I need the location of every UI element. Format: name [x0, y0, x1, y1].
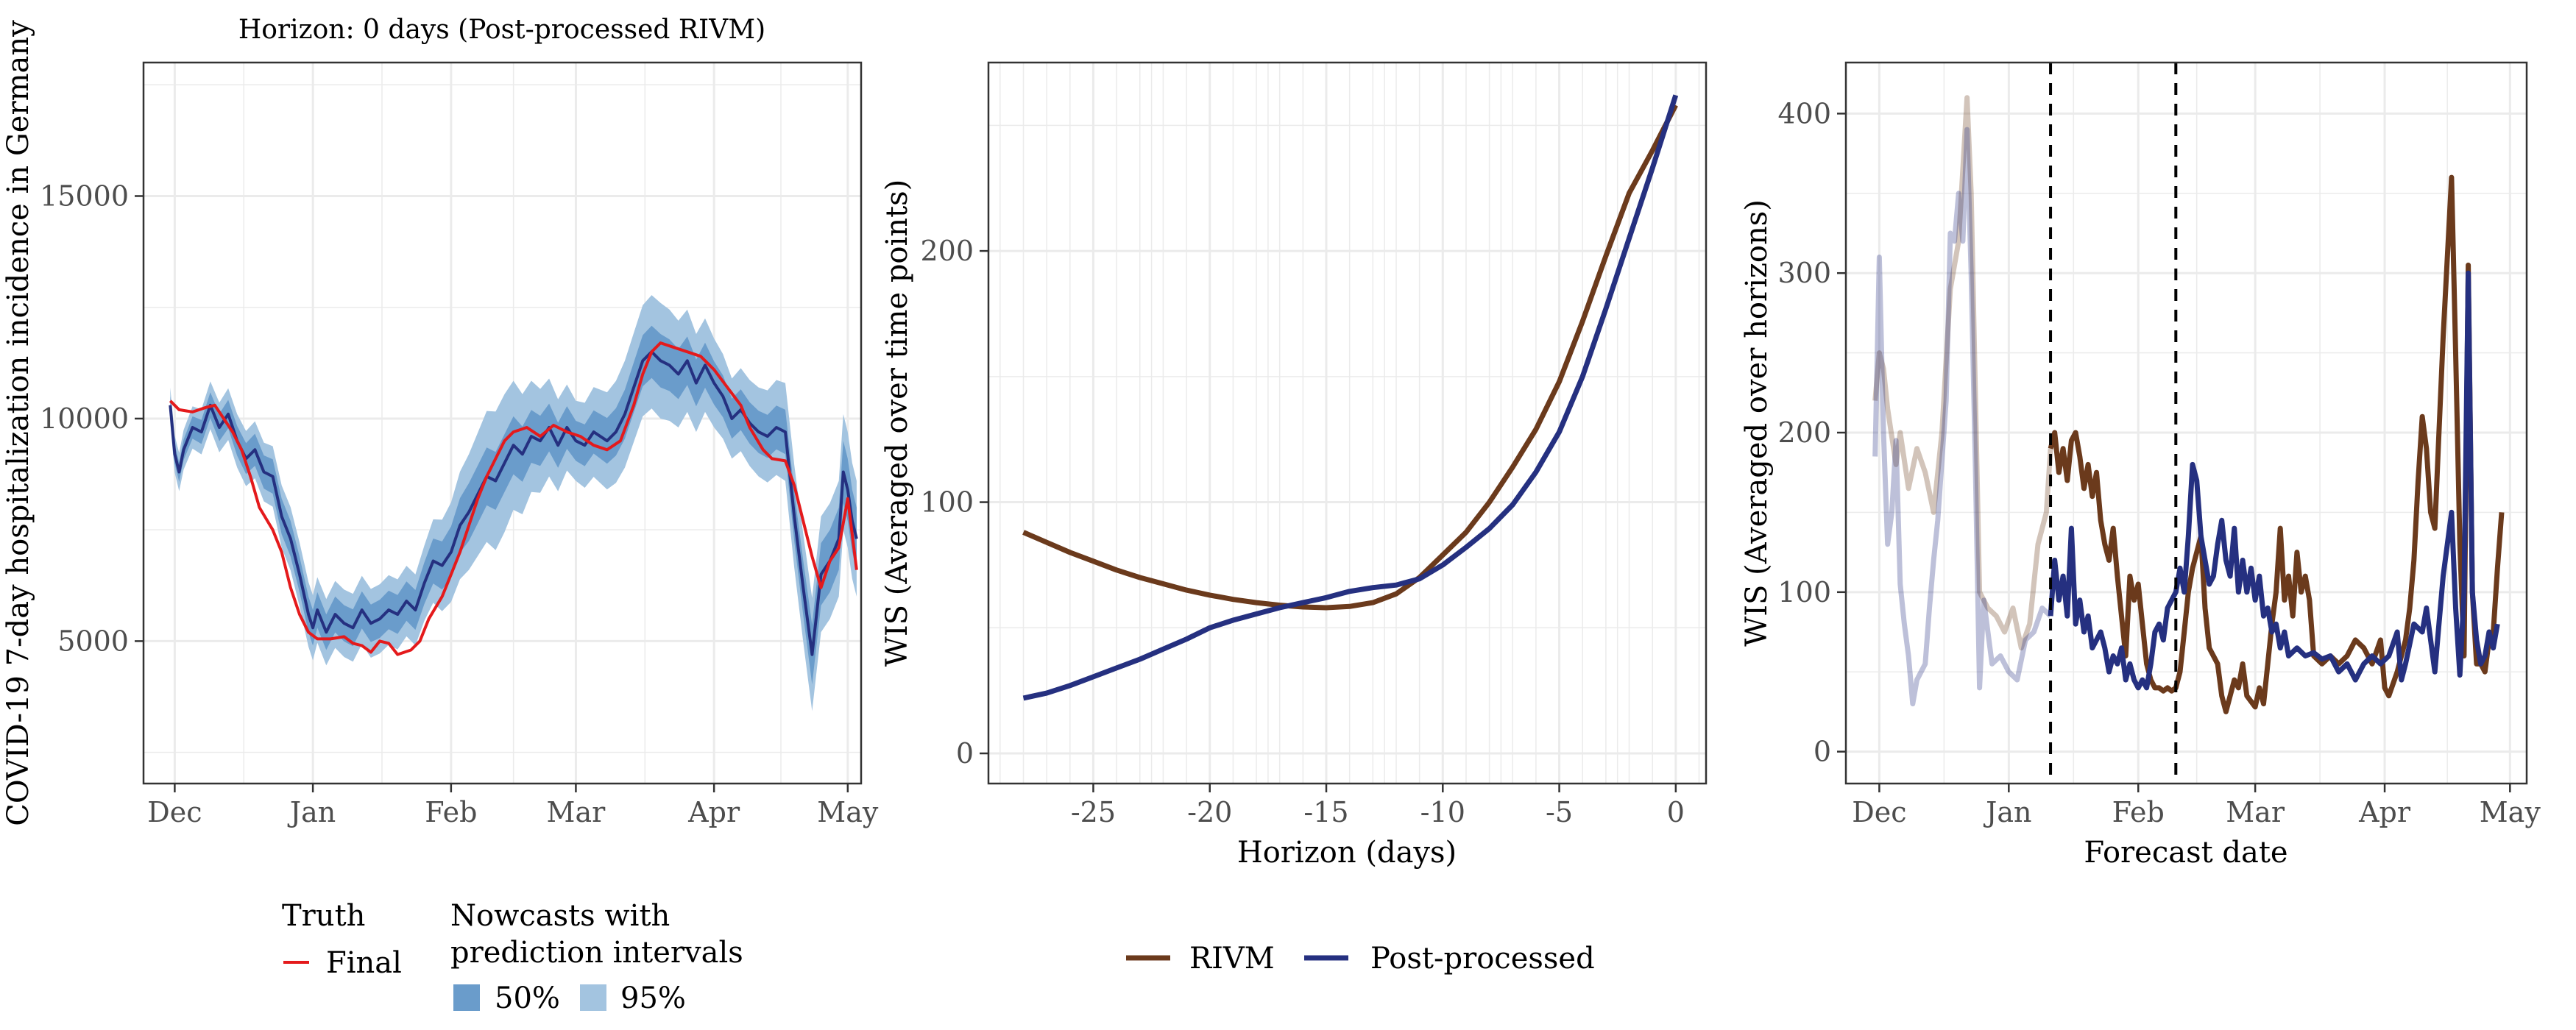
- x-tick-label: -15: [1303, 796, 1348, 828]
- panel-3-x-axis-label: Forecast date: [2084, 836, 2287, 870]
- y-tick-label: 10000: [40, 402, 129, 435]
- series-line-post: [2048, 270, 2500, 691]
- panel-2-border: [987, 61, 1708, 785]
- panel-3-background: [1846, 63, 2527, 784]
- legend-post-label: Post-processed: [1370, 942, 1595, 976]
- x-tick-label: Dec: [1852, 796, 1906, 828]
- x-tick-label: Mar: [2226, 796, 2285, 828]
- y-tick-label: 300: [1777, 257, 1831, 289]
- series-line-post: [1022, 94, 1679, 701]
- x-tick-label: Jan: [1983, 796, 2031, 828]
- panel-wis-forecast-date: Dec Jan Feb Mar Apr May 0 100 200 300 400 Forecast…: [1740, 61, 2541, 870]
- y-tick-label: 400: [1777, 97, 1831, 129]
- truth-final-line: [169, 341, 858, 656]
- legend-truth-item: Final: [326, 946, 402, 980]
- panel-2-background: [988, 63, 1706, 784]
- legend-truth-title: Truth: [282, 899, 365, 933]
- panel-2-y-axis-label: WIS (Averaged over time points): [880, 180, 914, 667]
- y-tick-label: 100: [920, 486, 974, 519]
- x-tick-label: Mar: [547, 796, 606, 828]
- y-tick-label: 0: [956, 737, 974, 770]
- legend-pi50-label: 50%: [495, 981, 560, 1015]
- y-tick-label: 5000: [57, 625, 129, 657]
- panel-3-border: [1844, 61, 2528, 785]
- y-tick-label: 0: [1814, 736, 1831, 768]
- panel-2-grid: [988, 63, 1706, 784]
- x-tick-label: Jan: [287, 796, 336, 828]
- panel-wis-horizon: -25 -20 -15 -10 -5 0 0 100 200 Horizon (days) WI…: [880, 61, 1708, 870]
- panel-1-data: [169, 295, 858, 711]
- x-tick-label: Feb: [2112, 796, 2165, 828]
- x-tick-label: Dec: [147, 796, 202, 828]
- x-tick-label: -25: [1071, 796, 1116, 828]
- panel-2-ticks: -25 -20 -15 -10 -5 0 0 100 200: [920, 235, 1684, 828]
- series-line-rivm: [2048, 174, 2505, 714]
- nowcast-median-line: [169, 350, 858, 656]
- x-tick-label: Apr: [687, 796, 740, 828]
- panel-1-ticks: Dec Jan Feb Mar Apr May 5000 10000 15000: [40, 180, 879, 828]
- legend-rivm-label: RIVM: [1189, 942, 1275, 976]
- panel-2-x-axis-label: Horizon (days): [1237, 836, 1457, 870]
- x-tick-label: Feb: [425, 796, 477, 828]
- y-tick-label: 200: [1777, 416, 1831, 449]
- series-line-rivm: [1022, 104, 1678, 611]
- series-line-faded-rivm: [1872, 95, 2053, 651]
- series-line-faded-post: [1872, 127, 2053, 707]
- legend-models: RIVM Post-processed: [1126, 942, 1595, 976]
- panel-nowcast: Dec Jan Feb Mar Apr May 5000 10000 15000 Horizon…: [1, 15, 879, 828]
- y-tick-label: 100: [1777, 576, 1831, 608]
- panel-2-data: [1022, 94, 1679, 701]
- x-tick-label: -10: [1420, 796, 1465, 828]
- legend-pi95-key: [580, 984, 606, 1011]
- x-tick-label: 0: [1667, 796, 1685, 828]
- x-tick-label: -20: [1187, 796, 1232, 828]
- panel-1-border: [142, 61, 863, 785]
- legend-nowcast: Truth Final Nowcasts with prediction int…: [282, 899, 743, 1015]
- panel-1-y-axis-label: COVID-19 7-day hospitalization incidence…: [1, 20, 35, 826]
- legend-pi95-label: 95%: [620, 981, 686, 1015]
- x-tick-label: May: [2480, 796, 2541, 828]
- panel-3-data: [1872, 63, 2505, 784]
- panel-3-ticks: Dec Jan Feb Mar Apr May 0 100 200 300 400: [1777, 97, 2541, 828]
- y-tick-label: 200: [920, 235, 974, 267]
- y-tick-label: 15000: [40, 180, 129, 212]
- legend-pi50-key: [453, 984, 480, 1011]
- panel-3-y-axis-label: WIS (Averaged over horizons): [1740, 199, 1774, 647]
- x-tick-label: May: [817, 796, 879, 828]
- panel-1-title: Horizon: 0 days (Post-processed RIVM): [238, 15, 765, 45]
- legend-nowcast-title-1: Nowcasts with: [450, 899, 670, 933]
- x-tick-label: -5: [1546, 796, 1573, 828]
- x-tick-label: Apr: [2358, 796, 2411, 828]
- legend-nowcast-title-2: prediction intervals: [450, 936, 743, 970]
